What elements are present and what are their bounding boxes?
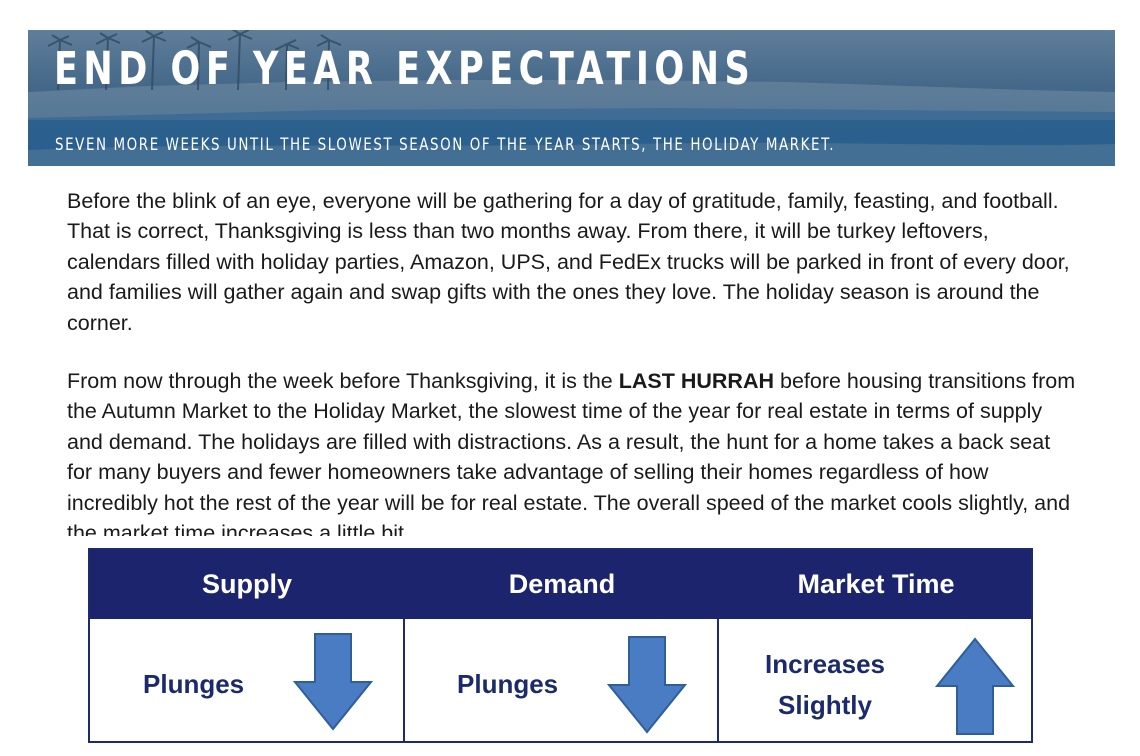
header-supply: Supply xyxy=(201,569,292,599)
page-subtitle: SEVEN MORE WEEKS UNTIL THE SLOWEST SEASO… xyxy=(55,135,836,155)
arrow-down-icon xyxy=(293,633,373,731)
column-divider xyxy=(403,619,405,741)
column-divider xyxy=(717,619,719,741)
paragraph-text-end: before housing transitions from the Autu… xyxy=(67,369,1076,536)
paragraph-text-start: From now through the week before Thanksg… xyxy=(67,369,619,393)
last-hurrah-emphasis: LAST HURRAH xyxy=(618,369,775,393)
supply-value: Plunges xyxy=(143,669,245,699)
header-market-time: Market Time xyxy=(797,569,955,599)
market-expectations-table: Supply Demand Market Time Plunges Plunge… xyxy=(88,548,1033,743)
demand-value: Plunges xyxy=(457,669,559,699)
header-banner: END OF YEAR EXPECTATIONS SEVEN MORE WEEK… xyxy=(28,30,1115,166)
arrow-up-icon xyxy=(935,637,1015,735)
page-title: END OF YEAR EXPECTATIONS xyxy=(54,42,756,95)
beach-scene-background xyxy=(28,30,1115,166)
arrow-down-icon xyxy=(607,636,687,734)
last-hurrah-paragraph: From now through the week before Thanksg… xyxy=(67,366,1077,536)
header-demand: Demand xyxy=(508,569,616,599)
market-time-value-line1: Increases xyxy=(765,649,885,679)
market-time-value-line2: Slightly xyxy=(778,690,872,720)
intro-paragraph: Before the blink of an eye, everyone wil… xyxy=(67,189,1070,335)
table-header-row: Supply Demand Market Time xyxy=(90,550,1031,619)
